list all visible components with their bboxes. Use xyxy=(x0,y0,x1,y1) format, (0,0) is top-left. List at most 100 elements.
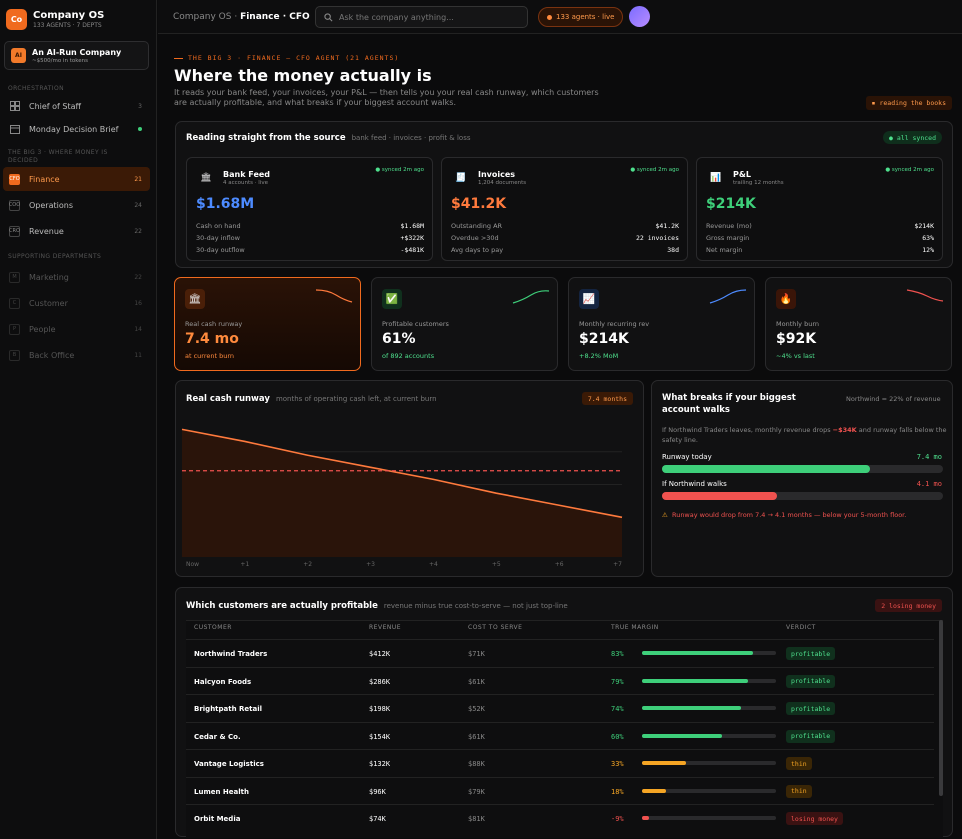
cell-cost: $52K xyxy=(468,705,485,713)
sync-status-label: synced 2m ago xyxy=(381,167,424,173)
agents-live-badge[interactable]: 133 agents · live xyxy=(538,7,624,27)
runway-today-fill xyxy=(662,465,870,473)
table-row[interactable]: Cedar & Co. $154K $61K 60% profitable xyxy=(186,721,934,749)
kpi-value: $214K xyxy=(579,331,629,347)
sources-panel: Reading straight from the source bank fee… xyxy=(175,121,953,268)
verdict-badge: losing money xyxy=(786,812,843,825)
sidebar-item-label: Customer xyxy=(29,298,68,308)
margin-bar-fill xyxy=(642,788,667,793)
sidebar-item-operations[interactable]: COO Operations 24 xyxy=(3,193,150,217)
kpi-label: Monthly recurring rev xyxy=(579,320,650,328)
search-input[interactable]: Ask the company anything... xyxy=(315,6,528,28)
sidebar-item-people[interactable]: P People 14 xyxy=(3,317,150,341)
sidebar-item-count: 14 xyxy=(134,325,142,333)
runway-title: Real cash runway months of operating cash… xyxy=(186,394,437,404)
row-label: Avg days to pay xyxy=(451,246,504,254)
all-synced-badge: ● all synced xyxy=(883,131,942,144)
col-header-cost[interactable]: COST TO SERVE xyxy=(468,624,523,631)
sidebar-item-customer[interactable]: C Customer 16 xyxy=(3,291,150,315)
source-value: $214K xyxy=(706,196,756,212)
source-card-bank[interactable]: 🏛 Bank Feed 4 accounts · live ● synced 2… xyxy=(186,157,433,261)
breadcrumb-root[interactable]: Company OS · xyxy=(173,12,241,22)
cell-revenue: $74K xyxy=(369,815,386,823)
risk-panel: What breaks if your biggest account walk… xyxy=(651,380,953,577)
runway-area xyxy=(182,429,622,557)
kpi-monthly-burn[interactable]: 🔥 Monthly burn $92K ~4% vs last xyxy=(765,277,952,371)
trend-up-sparkline xyxy=(709,289,747,304)
grid-icon xyxy=(9,101,20,112)
sidebar-item-finance[interactable]: CFO Finance 21 xyxy=(3,167,150,191)
kpi-delta: of 892 accounts xyxy=(382,352,435,360)
kpi-cash-runway[interactable]: 🏛 Real cash runway 7.4 mo at current bur… xyxy=(174,277,361,371)
x-tick-label: +2 xyxy=(303,561,312,568)
sidebar-item-back-office[interactable]: B Back Office 11 xyxy=(3,343,150,367)
table-row[interactable]: Orbit Media $74K $81K -9% losing money xyxy=(186,804,934,831)
source-card-invoices[interactable]: 🧾 Invoices 1,204 documents ● synced 2m a… xyxy=(441,157,688,261)
brand[interactable]: Co Company OS 133 AGENTS · 7 DEPTS xyxy=(6,9,104,30)
source-card-pnl[interactable]: 📊 P&L trailing 12 months ● synced 2m ago… xyxy=(696,157,943,261)
kpi-label: Real cash runway xyxy=(185,320,243,328)
row-value: +$322K xyxy=(400,234,424,242)
chart-up-icon: 📈 xyxy=(579,289,599,309)
col-header-margin[interactable]: TRUE MARGIN xyxy=(611,624,659,631)
margin-bar-fill xyxy=(642,706,742,710)
breadcrumb-current: Finance · CFO xyxy=(240,12,310,22)
col-header-customer[interactable]: CUSTOMER xyxy=(194,624,232,631)
table-row[interactable]: Lumen Health $96K $79K 18% thin xyxy=(186,776,934,804)
trend-down-sparkline xyxy=(315,289,353,303)
runway-walk-bar xyxy=(662,492,943,500)
kpi-value: 7.4 mo xyxy=(185,331,239,347)
company-logo: Co xyxy=(6,9,27,30)
runway-walk-value: 4.1 mo xyxy=(916,480,942,488)
sidebar-item-label: Back Office xyxy=(29,350,75,360)
trend-down-sparkline xyxy=(906,289,944,302)
sidebar-item-revenue[interactable]: CRO Revenue 22 xyxy=(3,219,150,243)
cell-revenue: $286K xyxy=(369,677,391,686)
sidebar-item-marketing[interactable]: M Marketing 22 xyxy=(3,265,150,289)
sync-status: ● synced 2m ago xyxy=(375,167,424,173)
table-row[interactable]: Vantage Logistics $132K $88K 33% thin xyxy=(186,749,934,776)
cell-revenue: $198K xyxy=(369,705,391,713)
app-name: Company OS xyxy=(33,10,105,21)
org-switcher[interactable]: AI An AI-Run Company ~$500/mo in tokens xyxy=(4,41,149,70)
x-tick-label: +3 xyxy=(366,561,375,568)
table-row[interactable]: Halcyon Foods $286K $61K 79% profitable xyxy=(186,666,934,694)
losing-money-badge: 2 losing money xyxy=(875,599,942,612)
cell-margin: 79% xyxy=(611,677,624,686)
col-header-revenue[interactable]: REVENUE xyxy=(369,624,402,631)
kpi-profitable-customers[interactable]: ✅ Profitable customers 61% of 892 accoun… xyxy=(371,277,558,371)
sidebar-item-monday-brief[interactable]: Monday Decision Brief xyxy=(3,117,150,141)
x-tick-label: Now xyxy=(186,561,199,568)
agents-live-label: 133 agents · live xyxy=(556,13,615,21)
col-header-verdict[interactable]: VERDICT xyxy=(786,624,816,631)
sidebar-item-count: 22 xyxy=(134,273,142,281)
kpi-mrr[interactable]: 📈 Monthly recurring rev $214K +8.2% MoM xyxy=(568,277,755,371)
section-orchestration: ORCHESTRATION xyxy=(8,85,64,92)
operations-icon: COO xyxy=(9,199,20,211)
margin-bar-fill xyxy=(642,761,687,765)
margin-bar xyxy=(642,651,776,655)
verdict-badge: profitable xyxy=(786,647,836,660)
table-row[interactable]: Northwind Traders $412K $71K 83% profita… xyxy=(186,639,934,666)
risk-note: Northwind = 22% of revenue xyxy=(846,395,941,403)
revenue-icon: CRO xyxy=(9,225,20,237)
kpi-delta: at current burn xyxy=(185,352,235,360)
x-tick-label: +5 xyxy=(492,561,501,568)
row-label: Cash on hand xyxy=(196,222,241,230)
sidebar-item-chief-of-staff[interactable]: Chief of Staff 3 xyxy=(3,94,150,118)
table-scrollbar[interactable] xyxy=(939,620,943,796)
sidebar-item-label: Chief of Staff xyxy=(29,101,82,111)
cell-revenue: $132K xyxy=(369,760,391,768)
row-label: Overdue >30d xyxy=(451,234,499,242)
bank-icon: 🏛 xyxy=(200,173,212,183)
sync-status: ● synced 2m ago xyxy=(885,167,934,173)
sync-status-label: synced 2m ago xyxy=(636,167,679,173)
avatar[interactable] xyxy=(629,6,650,27)
risk-warning: ⚠ Runway would drop from 7.4 → 4.1 month… xyxy=(662,511,906,519)
checkmark-icon: ✅ xyxy=(382,289,402,309)
row-label: 30-day inflow xyxy=(196,234,240,242)
sync-status-label: synced 2m ago xyxy=(891,167,934,173)
app-meta: 133 AGENTS · 7 DEPTS xyxy=(33,22,102,29)
x-tick-label: +6 xyxy=(555,561,564,568)
table-row[interactable]: Brightpath Retail $198K $52K 74% profita… xyxy=(186,694,934,721)
